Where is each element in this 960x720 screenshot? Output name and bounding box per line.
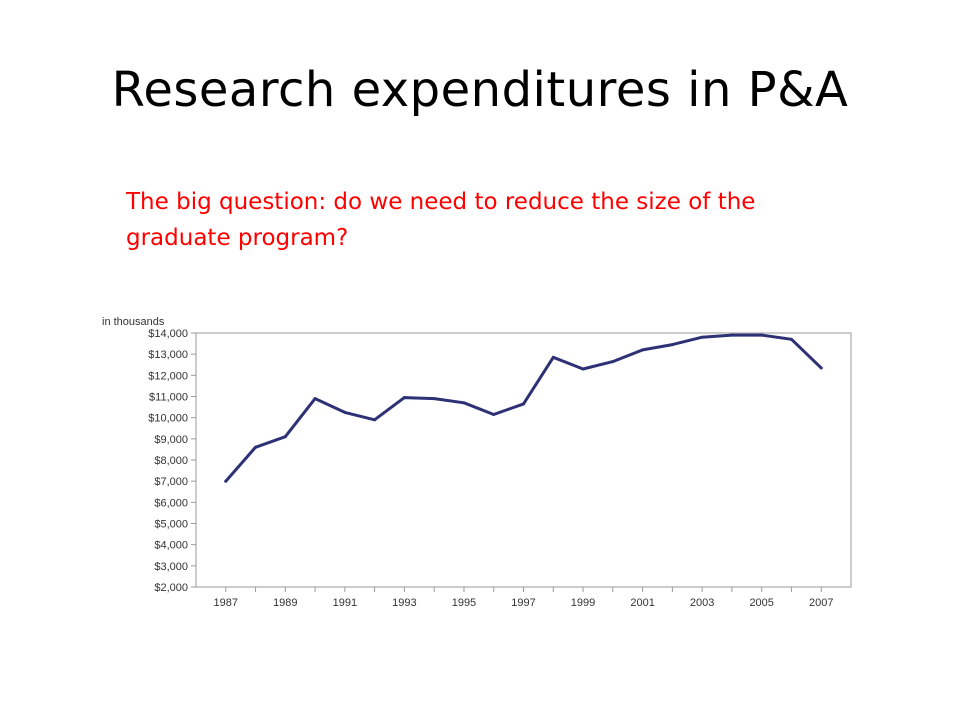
y-tick-label: $2,000 [154, 582, 188, 594]
data-point [789, 337, 793, 341]
x-tick-label: 1991 [333, 597, 357, 609]
data-point [611, 360, 615, 364]
data-point [700, 335, 704, 339]
x-axis: 1987 1989 1991 1993 1995 1997 1999 2001 2003 2005… [214, 587, 833, 609]
data-point [402, 396, 406, 400]
slide-title: Research expenditures in P&A [111, 62, 849, 118]
slide-subtitle: The big question: do we need to reduce t… [126, 189, 756, 251]
y-tick-label: $11,000 [149, 392, 188, 404]
data-point [462, 401, 466, 405]
y-tick-label: $13,000 [148, 349, 188, 361]
y-tick-label: $4,000 [154, 540, 188, 552]
y-tick-label: $14,000 [148, 328, 188, 340]
x-tick-label: 2007 [809, 597, 833, 609]
chart-svg: in thousands $2,000 $3,000 $4,000 $5,000 $6,… [102, 316, 852, 609]
data-point [730, 333, 734, 337]
y-tick-label: $12,000 [148, 370, 188, 382]
x-tick-label: 2001 [630, 597, 654, 609]
y-tick-label: $6,000 [154, 497, 188, 509]
x-tick-label: 1987 [214, 597, 238, 609]
data-point [373, 418, 377, 422]
y-tick-label: $5,000 [154, 519, 188, 531]
data-point [670, 343, 674, 347]
unit-label: in thousands [102, 316, 165, 328]
data-point [492, 412, 496, 416]
data-point [224, 479, 228, 483]
y-tick-label: $8,000 [154, 455, 188, 467]
plot-frame [195, 332, 852, 588]
data-point [313, 397, 317, 401]
x-tick-label: 2003 [690, 597, 714, 609]
x-tick-label: 1999 [571, 597, 595, 609]
y-tick-label: $10,000 [148, 413, 188, 425]
y-tick-label: $9,000 [154, 434, 188, 446]
data-point [641, 348, 645, 352]
data-point [343, 410, 347, 414]
data-point [254, 445, 258, 449]
data-point [581, 367, 585, 371]
line-chart: in thousands $2,000 $3,000 $4,000 $5,000 $6,… [96, 305, 866, 620]
x-tick-label: 2005 [749, 597, 773, 609]
data-point [522, 402, 525, 406]
series-line [224, 333, 823, 483]
x-tick-label: 1989 [273, 597, 297, 609]
x-tick-label: 1995 [452, 597, 476, 609]
y-axis: $2,000 $3,000 $4,000 $5,000 $6,000 $7,000 $8,0… [148, 328, 196, 594]
data-point [760, 333, 764, 337]
x-tick-label: 1997 [511, 597, 535, 609]
data-point [551, 355, 555, 359]
data-point [819, 366, 823, 370]
data-point [283, 435, 287, 439]
data-point [432, 397, 436, 401]
y-tick-label: $3,000 [154, 561, 188, 573]
y-tick-label: $7,000 [154, 476, 188, 488]
x-tick-label: 1993 [392, 597, 416, 609]
